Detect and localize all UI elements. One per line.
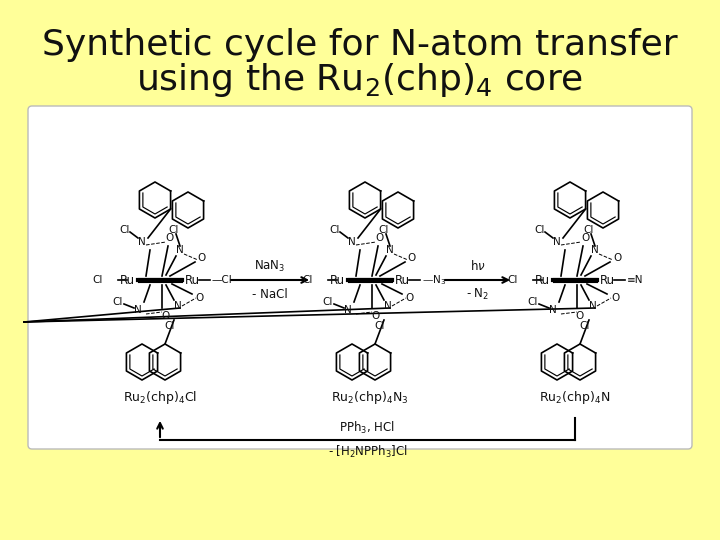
Text: Cl: Cl (302, 275, 313, 285)
Text: Ru: Ru (185, 273, 200, 287)
Text: —N$_3$: —N$_3$ (422, 273, 446, 287)
Text: O: O (198, 253, 206, 263)
Text: O: O (166, 233, 174, 243)
Text: N: N (176, 245, 184, 255)
Text: N: N (138, 237, 146, 247)
Text: Ru$_2$(chp)$_4$N: Ru$_2$(chp)$_4$N (539, 389, 611, 407)
Text: PPh$_3$, HCl: PPh$_3$, HCl (339, 420, 395, 436)
Text: —Cl: —Cl (212, 275, 233, 285)
Text: O: O (408, 253, 416, 263)
Text: Ru: Ru (330, 273, 345, 287)
Text: N: N (348, 237, 356, 247)
Text: Ru: Ru (600, 273, 615, 287)
Text: O: O (613, 253, 621, 263)
Text: Cl: Cl (535, 225, 545, 235)
Text: ≡N: ≡N (627, 275, 644, 285)
Text: Cl: Cl (580, 321, 590, 331)
Text: Ru$_2$(chp)$_4$N$_3$: Ru$_2$(chp)$_4$N$_3$ (331, 389, 409, 407)
FancyBboxPatch shape (28, 106, 692, 449)
Text: Ru$_2$(chp)$_4$Cl: Ru$_2$(chp)$_4$Cl (123, 389, 197, 407)
Text: - [H$_2$NPPh$_3$]Cl: - [H$_2$NPPh$_3$]Cl (328, 444, 408, 460)
Text: N: N (384, 301, 392, 311)
Text: O: O (371, 311, 379, 321)
Text: O: O (611, 293, 619, 303)
Text: - N$_2$: - N$_2$ (466, 286, 489, 301)
Text: N: N (589, 301, 597, 311)
Text: O: O (581, 233, 589, 243)
Text: Cl: Cl (379, 225, 390, 235)
Text: Cl: Cl (528, 297, 538, 307)
Text: Cl: Cl (113, 297, 123, 307)
Text: NaN$_3$: NaN$_3$ (254, 259, 286, 274)
Text: Cl: Cl (168, 225, 179, 235)
Text: Synthetic cycle for N-atom transfer: Synthetic cycle for N-atom transfer (42, 28, 678, 62)
Text: h$\nu$: h$\nu$ (469, 259, 485, 273)
Text: N: N (134, 305, 142, 315)
Text: Cl: Cl (323, 297, 333, 307)
Text: N: N (549, 305, 557, 315)
Text: Cl: Cl (375, 321, 385, 331)
Text: O: O (376, 233, 384, 243)
Text: Ru: Ru (535, 273, 550, 287)
Text: N: N (591, 245, 599, 255)
Text: O: O (576, 311, 584, 321)
Text: Cl: Cl (508, 275, 518, 285)
Text: Cl: Cl (93, 275, 103, 285)
Text: using the Ru$_2$(chp)$_4$ core: using the Ru$_2$(chp)$_4$ core (136, 61, 584, 99)
Text: Cl: Cl (165, 321, 175, 331)
Text: N: N (553, 237, 561, 247)
Text: N: N (344, 305, 352, 315)
Text: Cl: Cl (120, 225, 130, 235)
Text: Cl: Cl (584, 225, 594, 235)
Text: O: O (406, 293, 414, 303)
Text: Ru: Ru (120, 273, 135, 287)
Text: O: O (196, 293, 204, 303)
Text: Cl: Cl (330, 225, 340, 235)
Text: O: O (161, 311, 169, 321)
Text: N: N (386, 245, 394, 255)
Text: Ru: Ru (395, 273, 410, 287)
Text: - NaCl: - NaCl (252, 287, 288, 300)
Text: N: N (174, 301, 182, 311)
